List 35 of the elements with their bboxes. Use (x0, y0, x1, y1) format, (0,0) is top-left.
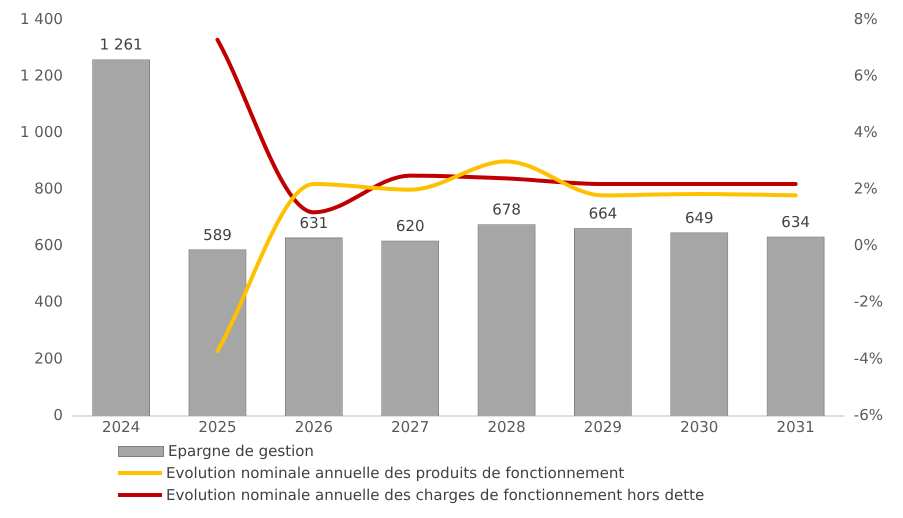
x-tick-label: 2026 (294, 418, 333, 436)
x-tick-label: 2027 (391, 418, 430, 436)
y2-tick-label: 6% (854, 66, 878, 84)
y-tick-label: 0 (53, 406, 63, 424)
legend-label: Evolution nominale annuelle des produits de fonctionnement (166, 464, 624, 482)
data-label: 589 (203, 226, 232, 244)
x-tick-label: 2024 (102, 418, 140, 436)
y2-tick-label: 8% (854, 10, 878, 28)
data-label: 649 (684, 208, 714, 227)
x-tick-label: 2028 (487, 418, 526, 436)
y2-tick-label: -4% (854, 349, 884, 368)
y-tick-label: 400 (34, 292, 63, 311)
data-label: 664 (588, 204, 618, 223)
y-tick-label: 200 (34, 349, 63, 368)
y2-tick-label: -2% (854, 292, 884, 311)
x-tick-label: 2025 (198, 418, 237, 436)
legend-label: Epargne de gestion (168, 442, 314, 460)
data-label: 620 (396, 217, 425, 236)
legend-label: Evolution nominale annuelle des charges de fonctionnement hors dette (166, 486, 704, 504)
data-label: 678 (492, 200, 521, 219)
data-label: 634 (781, 213, 810, 232)
y2-tick-label: 2% (854, 180, 878, 198)
y-tick-label: 600 (34, 236, 63, 254)
data-label: 1 261 (100, 36, 143, 54)
y-tick-label: 1 400 (20, 10, 63, 28)
x-tick-label: 2029 (584, 418, 622, 436)
data-label: 631 (300, 214, 328, 232)
y-tick-label: 1 000 (20, 123, 63, 142)
x-tick-label: 2031 (776, 418, 815, 436)
y-tick-label: 1 200 (20, 66, 63, 84)
y-tick-label: 800 (34, 180, 63, 198)
y2-tick-label: 0% (854, 236, 878, 254)
y2-tick-label: 4% (854, 123, 878, 142)
x-tick-label: 2030 (680, 418, 718, 436)
y2-tick-label: -6% (854, 406, 884, 424)
